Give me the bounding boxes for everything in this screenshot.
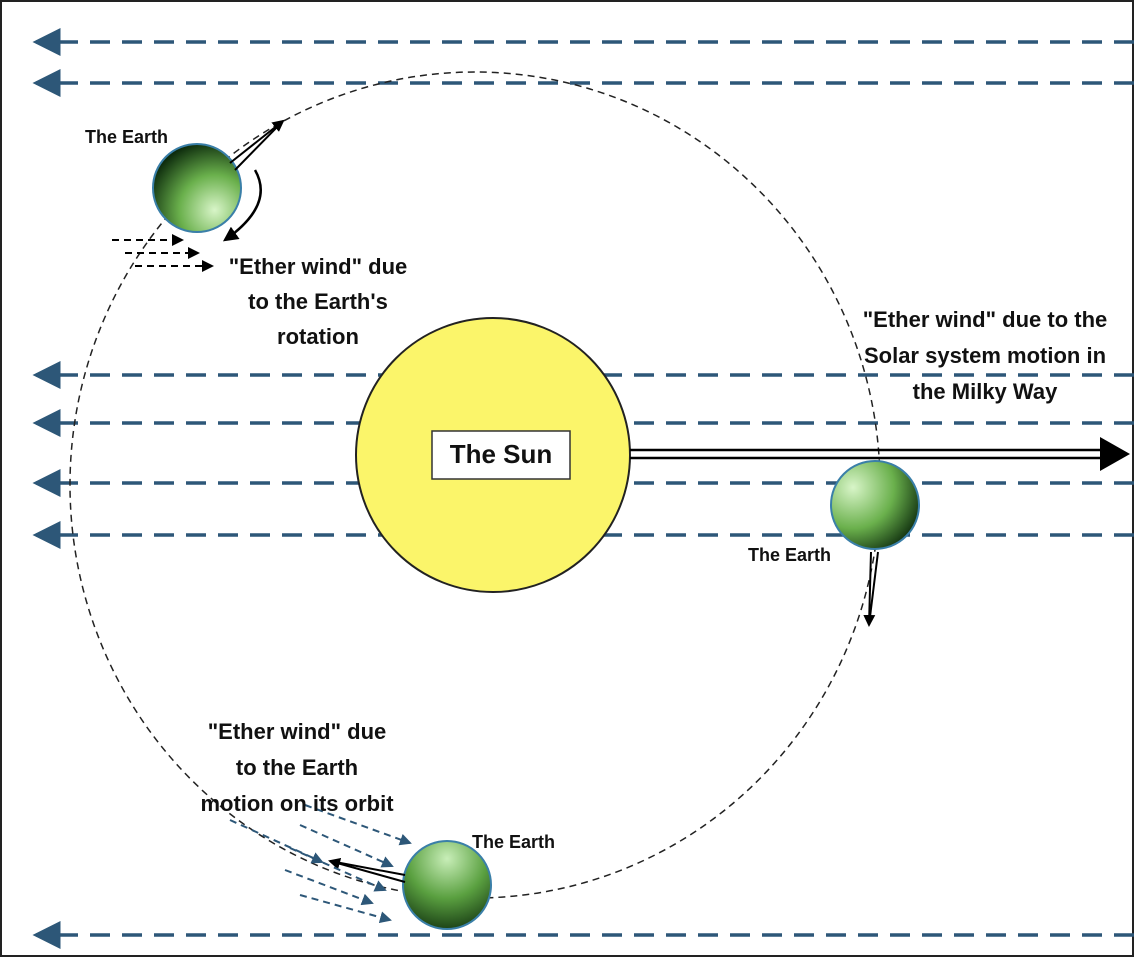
earth	[831, 461, 919, 549]
earth-label: The Earth	[748, 545, 831, 565]
diagram: The Sun The Earth The Earth The Earth "E…	[0, 0, 1134, 957]
earth	[403, 841, 491, 929]
earth-label: The Earth	[85, 127, 168, 147]
annotation-line: Solar system motion in	[864, 343, 1106, 368]
annotation-line: rotation	[277, 324, 359, 349]
annotation-line: "Ether wind" due	[208, 719, 387, 744]
annotation-line: to the Earth's	[248, 289, 388, 314]
annotation-line: motion on its orbit	[200, 791, 394, 816]
annotation-line: "Ether wind" due	[229, 254, 408, 279]
sun-label: The Sun	[450, 439, 553, 469]
annotation-line: to the Earth	[236, 755, 358, 780]
annotation-line: "Ether wind" due to the	[863, 307, 1108, 332]
earth-label: The Earth	[472, 832, 555, 852]
earth	[153, 144, 241, 232]
annotation-line: the Milky Way	[913, 379, 1058, 404]
